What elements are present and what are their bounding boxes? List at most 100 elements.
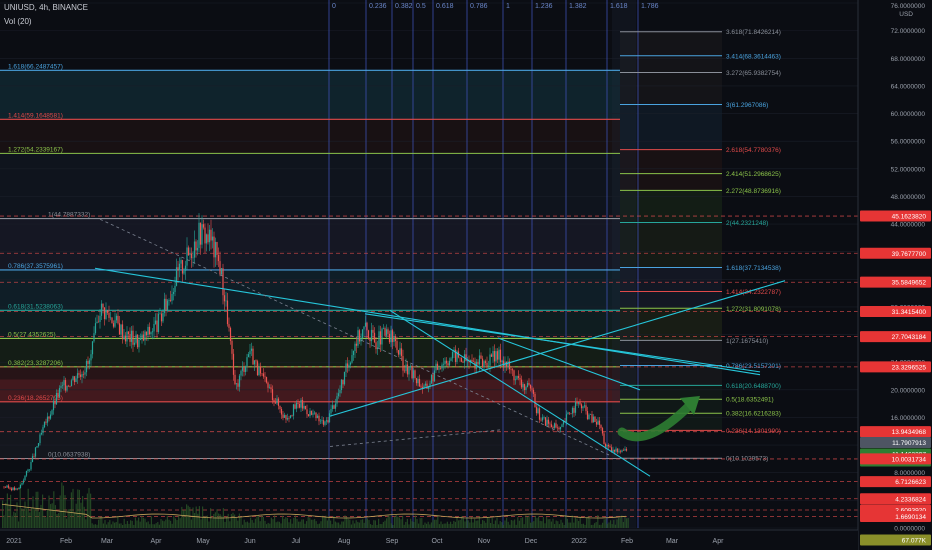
candle-body <box>529 384 532 389</box>
candle-body <box>586 411 589 420</box>
volume-bar <box>2 500 4 528</box>
volume-bar <box>304 523 306 528</box>
candle-body <box>24 475 26 481</box>
volume-bar <box>101 516 103 528</box>
price-axis[interactable]: 76.0000000 72.0000000 68.0000000 64.0000000… <box>857 0 932 550</box>
candle-body <box>547 419 550 424</box>
trendline[interactable] <box>364 313 761 373</box>
trendline[interactable] <box>389 309 651 477</box>
candle-body <box>339 390 341 394</box>
candle-body <box>282 414 284 418</box>
price-label[interactable]: 11.7907913 <box>860 437 931 449</box>
price-label-box <box>860 361 931 373</box>
candle-body <box>610 447 613 453</box>
price-label[interactable]: 4.2336824 <box>860 493 931 505</box>
candle-body <box>370 329 373 342</box>
price-label[interactable]: 6.7126623 <box>860 476 931 488</box>
projection-arrow[interactable] <box>617 400 695 442</box>
volume-bar <box>256 516 258 528</box>
volume-bar <box>246 521 248 528</box>
volume-bar <box>226 516 228 528</box>
fib-retracement-label: 0.618(31.5238063) <box>8 303 63 310</box>
candle-body <box>537 408 539 414</box>
candle-body <box>244 366 247 372</box>
candle-body <box>459 357 461 359</box>
volume-bar <box>43 515 45 528</box>
volume-bar <box>499 521 501 528</box>
price-label[interactable]: 10.0031734 <box>860 453 931 465</box>
candle-body <box>361 329 364 338</box>
candle-body <box>181 260 184 274</box>
trendline[interactable] <box>94 267 761 376</box>
volume-bar <box>291 523 293 528</box>
time-tick-label: Feb <box>621 538 633 545</box>
volume-indicator-label[interactable]: Vol (20) <box>4 17 32 26</box>
fib-zone-4 <box>0 269 620 311</box>
candle-body <box>462 361 464 363</box>
volume-bar <box>504 520 506 528</box>
volume-bar <box>162 520 164 528</box>
candle-body <box>591 414 593 423</box>
volume-bar <box>30 507 32 528</box>
volume-bar <box>480 523 482 528</box>
candle-body <box>72 376 74 381</box>
candle-body <box>496 351 499 360</box>
price-label[interactable]: 13.9434968 <box>860 426 931 438</box>
symbol-title[interactable]: UNIUSD, 4h, BINANCE <box>4 3 89 12</box>
volume-bar <box>88 487 90 528</box>
volume-bar <box>285 517 287 528</box>
dashed-trendline[interactable] <box>99 218 611 456</box>
price-label-box <box>860 510 931 522</box>
price-label[interactable]: 35.5849652 <box>860 276 931 288</box>
price-label[interactable]: 1.6690134 <box>860 510 931 522</box>
volume-bar <box>459 519 461 528</box>
volume-bar <box>624 516 626 528</box>
candle-body <box>454 349 457 362</box>
price-label[interactable]: 45.1623820 <box>860 210 931 222</box>
candle-body <box>267 382 269 388</box>
candle-body <box>381 328 383 345</box>
candle-body <box>523 384 526 391</box>
price-label[interactable]: 39.7677700 <box>860 247 931 259</box>
volume-bar <box>608 522 610 528</box>
volume-bar <box>467 520 469 528</box>
candle-body <box>615 448 617 452</box>
candle-body <box>7 485 10 488</box>
candle-body <box>201 224 203 245</box>
price-label[interactable]: 31.3415400 <box>860 305 931 317</box>
candle-body <box>478 355 481 365</box>
candle-body <box>367 330 370 339</box>
fib-time-label: 0.382 <box>395 3 413 10</box>
volume-bar <box>59 495 61 528</box>
candle-body <box>183 270 185 274</box>
candle-body <box>301 399 304 409</box>
volume-bar <box>435 519 437 528</box>
volume-bar <box>238 513 240 528</box>
candle-body <box>589 414 592 415</box>
volume-bar <box>283 518 285 528</box>
volume-bar <box>488 518 490 528</box>
volume-bar <box>523 524 525 528</box>
price-label[interactable]: 67.077K <box>860 534 931 546</box>
candle-body <box>498 349 500 360</box>
candle-body <box>118 323 121 335</box>
dashed-trendline[interactable] <box>329 429 501 447</box>
candle-body <box>483 361 485 368</box>
trendline[interactable] <box>497 337 641 391</box>
candle-body <box>625 449 628 451</box>
price-label[interactable]: 23.3296525 <box>860 361 931 373</box>
trendline[interactable] <box>329 280 786 417</box>
candle-body <box>234 374 236 385</box>
time-axis[interactable]: 2021 Feb Mar Apr May Jun Jul Aug Sep Oct Nov Dec 202… <box>0 529 858 550</box>
candle-body <box>280 408 283 415</box>
volume-bar <box>208 521 210 528</box>
volume-bar <box>104 520 106 528</box>
price-label[interactable]: 27.7043184 <box>860 331 931 343</box>
candle-body <box>81 374 83 377</box>
candle-body <box>114 320 116 327</box>
candle-body <box>42 427 44 433</box>
price-tick-label: 76.0000000 <box>891 3 926 10</box>
volume-bar <box>51 503 53 528</box>
